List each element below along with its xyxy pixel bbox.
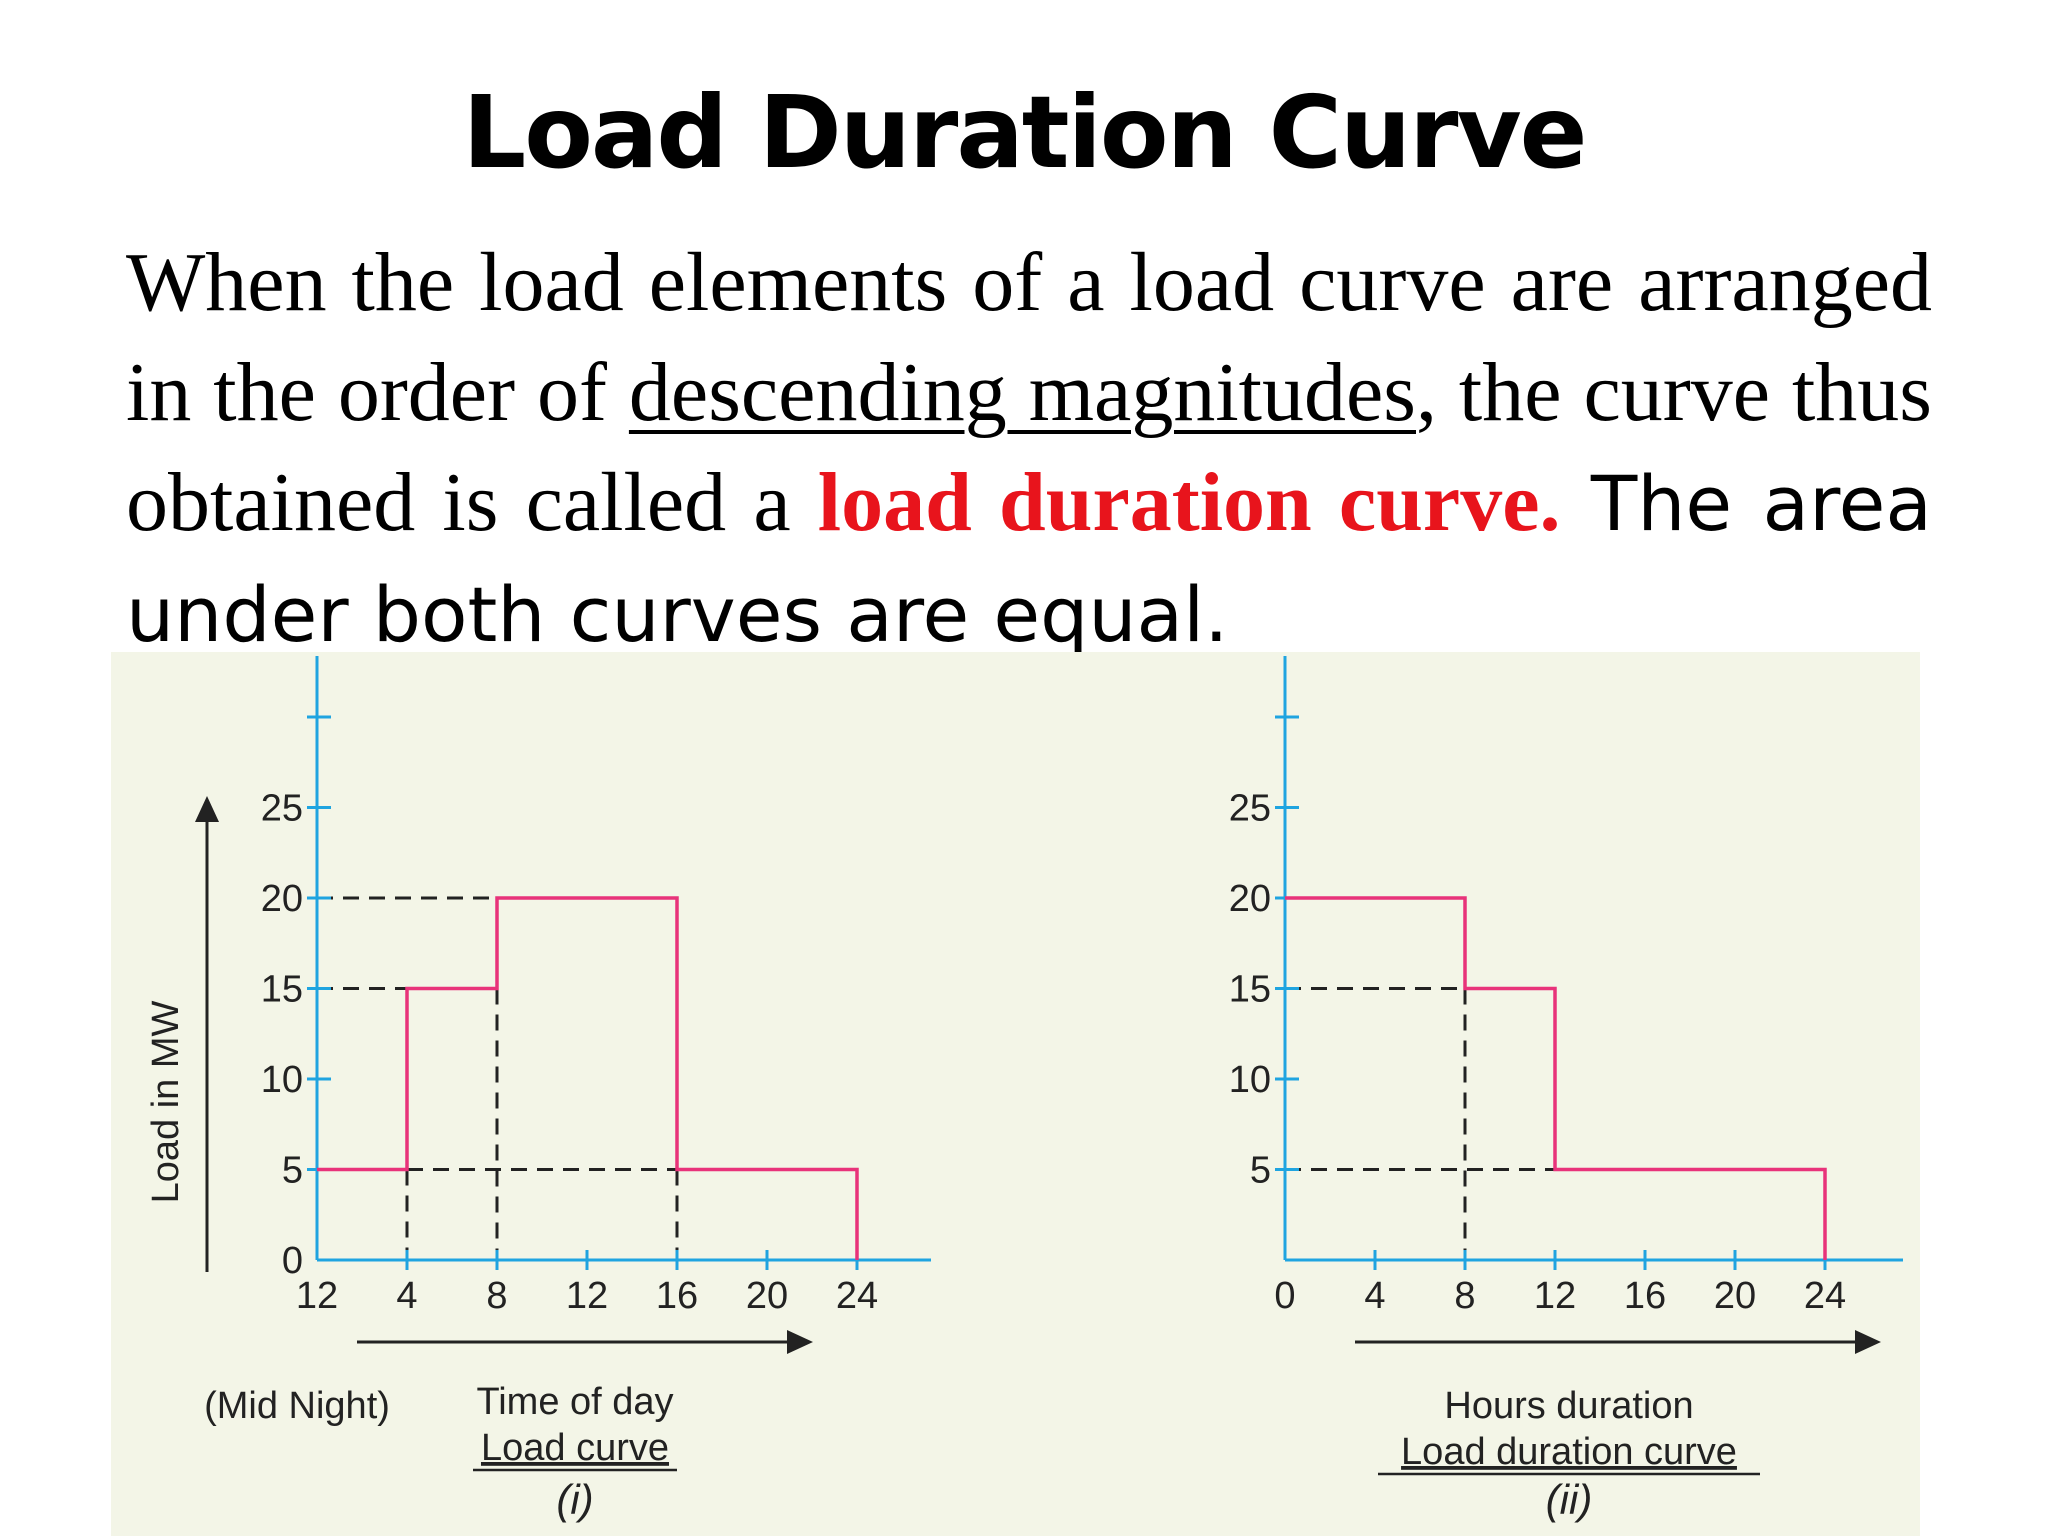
chart2-x-arrow-head — [1855, 1330, 1881, 1354]
chart1-caption: (i) — [556, 1476, 593, 1523]
paragraph-text: , the curve thus obtained is called a — [126, 346, 1932, 549]
chart1-x-note: (Mid Night) — [204, 1385, 390, 1427]
chart1-y-tick-label: 5 — [282, 1150, 303, 1192]
chart1-chart-title: Load curve — [481, 1427, 669, 1469]
chart1-x-arrow-head — [787, 1330, 813, 1354]
paragraph-text: When the load elements of a load curve a… — [126, 236, 1932, 439]
chart2-caption: (ii) — [1546, 1476, 1593, 1523]
chart2-y-tick-label: 20 — [1229, 878, 1271, 920]
chart2-x-tick-label: 0 — [1274, 1275, 1295, 1317]
slide-title: Load Duration Curve — [462, 74, 1588, 191]
chart2-x-tick-label: 12 — [1534, 1275, 1576, 1317]
chart1-x-tick-label: 24 — [836, 1275, 878, 1317]
chart1-x-tick-label: 12 — [296, 1275, 338, 1317]
chart2-load-step-curve — [1285, 896, 1827, 1260]
chart1-x-axis-label: Time of day — [476, 1381, 673, 1423]
chart1-x-tick-label: 8 — [486, 1275, 507, 1317]
chart1-y-tick-label: 20 — [261, 878, 303, 920]
chart2-x-axis-label: Hours duration — [1444, 1385, 1693, 1427]
chart1-load-step-curve — [317, 896, 859, 1260]
chart2-y-tick-label: 10 — [1229, 1059, 1271, 1101]
definition-paragraph: When the load elements of a load curve a… — [126, 228, 1932, 670]
underlined-phrase: descending magnitudes — [628, 346, 1416, 439]
paragraph-text: The area under both curves are equal. — [126, 459, 1932, 659]
chart1-x-tick-label: 16 — [656, 1275, 698, 1317]
chart1-x-tick-label: 4 — [396, 1275, 417, 1317]
chart2-x-tick-label: 24 — [1804, 1275, 1846, 1317]
chart1-x-tick-label: 20 — [746, 1275, 788, 1317]
chart1-y-tick-label: 0 — [282, 1240, 303, 1282]
chart2-x-tick-label: 4 — [1364, 1275, 1385, 1317]
chart2-x-tick-label: 20 — [1714, 1275, 1756, 1317]
chart2-y-tick-label: 15 — [1229, 969, 1271, 1011]
chart1-y-arrow-head — [195, 796, 219, 822]
chart2-chart-title: Load duration curve — [1401, 1431, 1737, 1473]
highlighted-term: load duration curve. — [817, 456, 1561, 549]
chart1-y-axis-label: Load in MW — [145, 1000, 187, 1203]
chart2-y-tick-label: 5 — [1250, 1150, 1271, 1192]
chart1-y-tick-label: 15 — [261, 969, 303, 1011]
chart2-x-tick-label: 16 — [1624, 1275, 1666, 1317]
chart2-x-tick-label: 8 — [1454, 1275, 1475, 1317]
chart-figure: 0 5 10 15 20 25 12 4 8 12 16 20 24 Time of day Load cu… — [111, 652, 1920, 1536]
chart2-y-tick-label: 25 — [1229, 788, 1271, 830]
chart1-x-tick-label: 12 — [566, 1275, 608, 1317]
chart1-y-tick-label: 10 — [261, 1059, 303, 1101]
chart1-y-tick-label: 25 — [261, 788, 303, 830]
